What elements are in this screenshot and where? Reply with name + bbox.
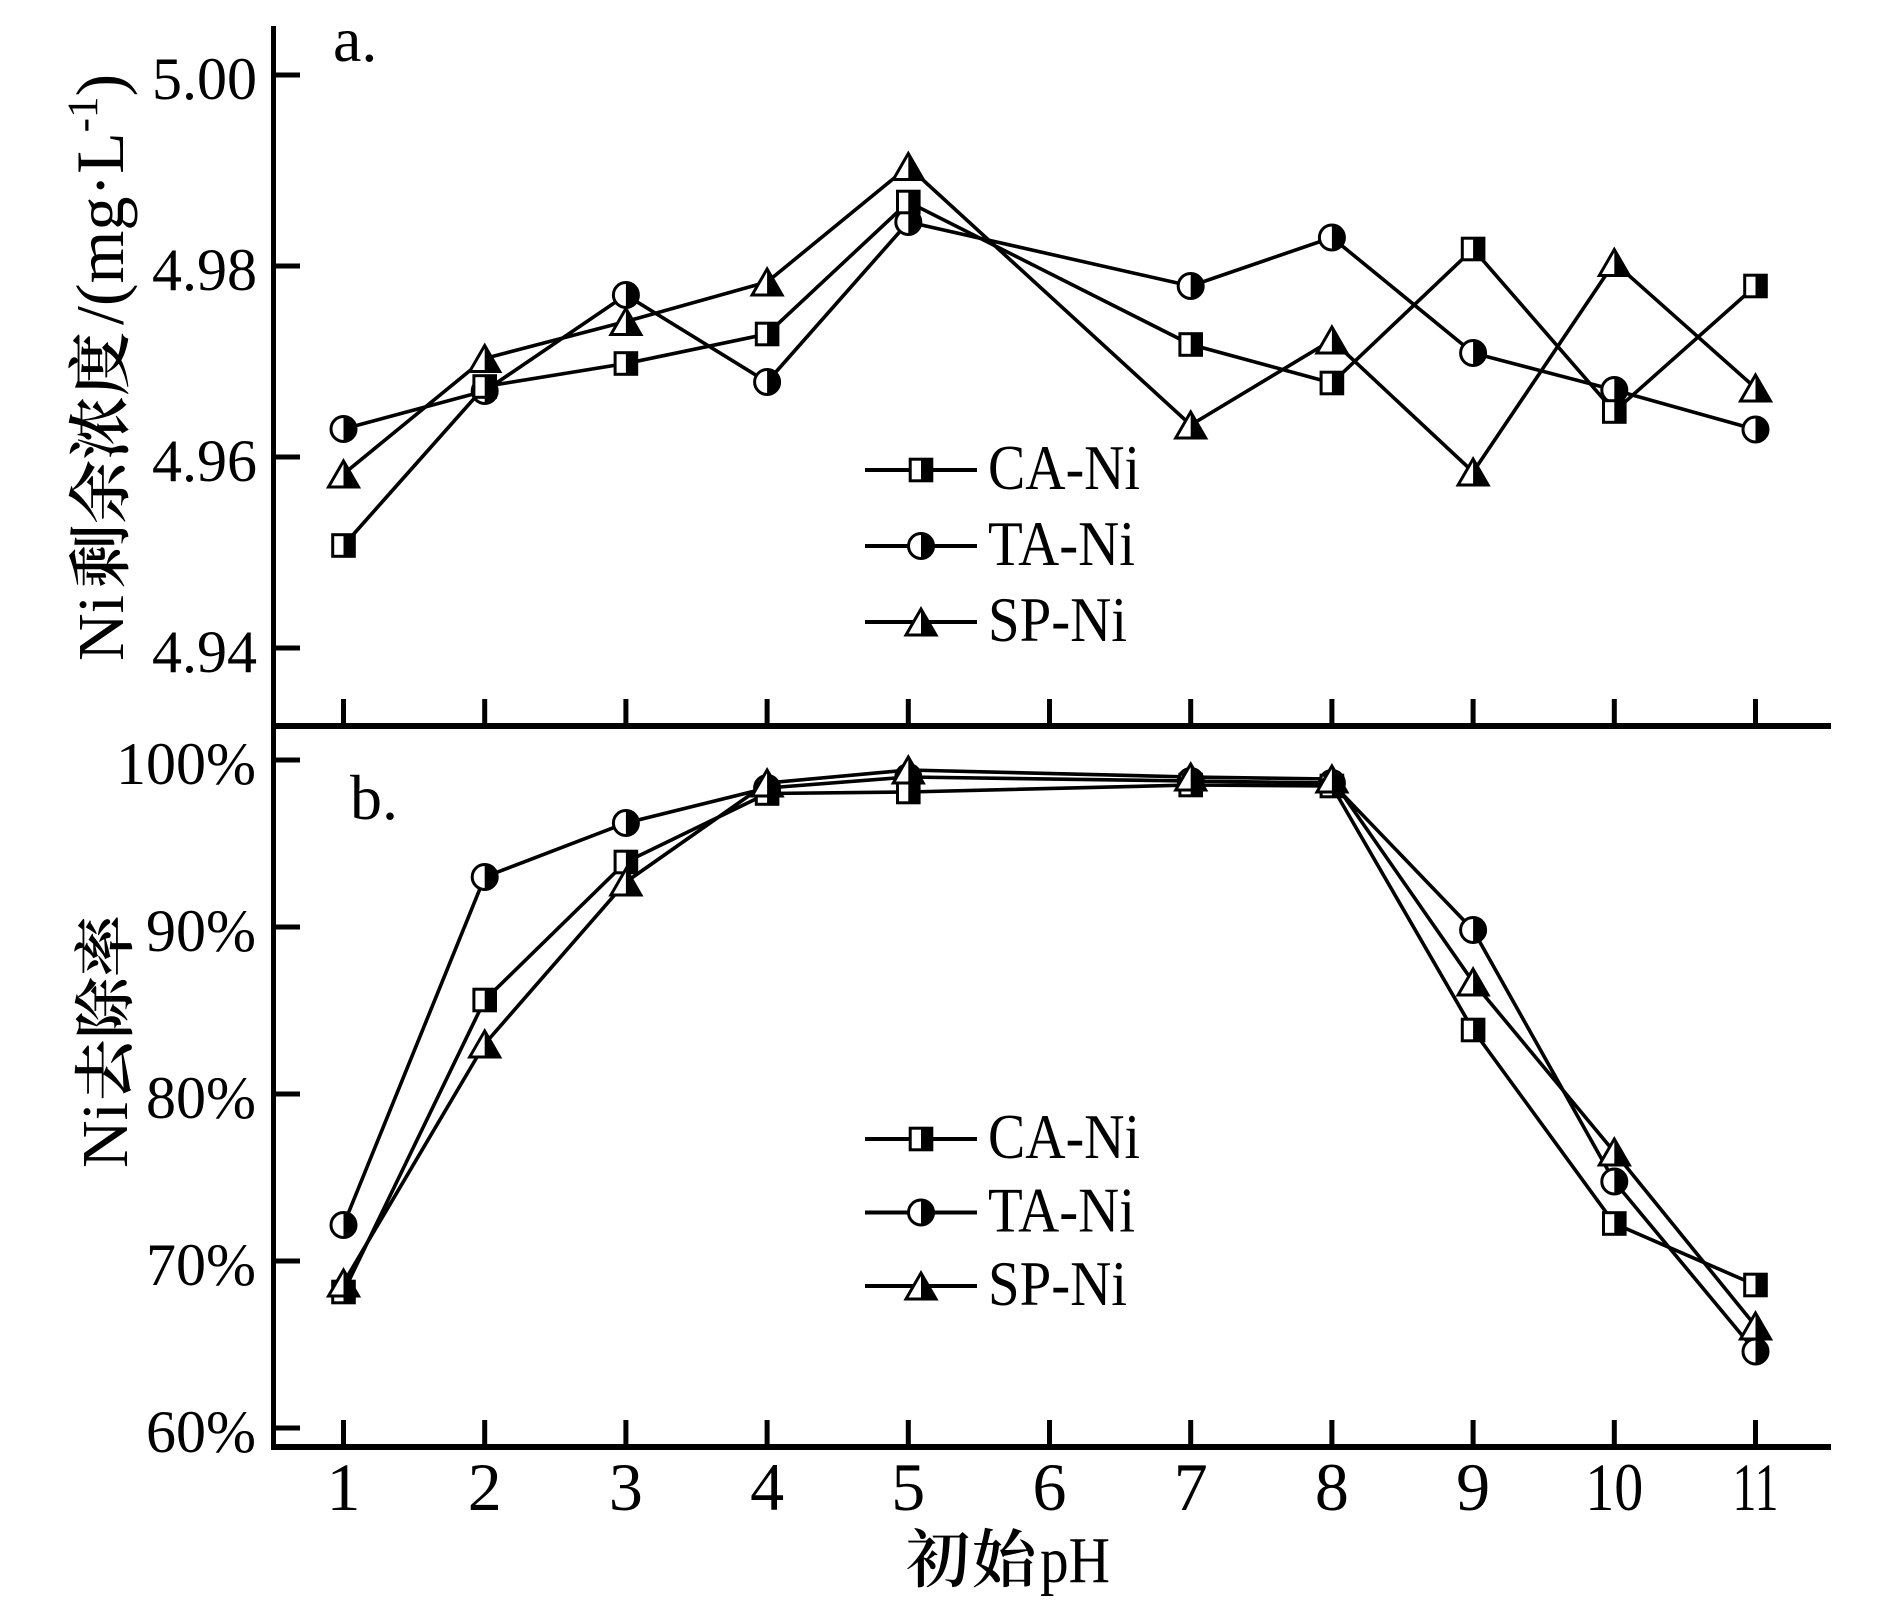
svg-text:Ni: Ni <box>69 1102 142 1168</box>
svg-text:CA-Ni: CA-Ni <box>988 1101 1140 1172</box>
svg-text:1: 1 <box>327 1449 361 1525</box>
svg-text:4.98: 4.98 <box>152 237 257 303</box>
svg-text:SP-Ni: SP-Ni <box>988 584 1127 655</box>
svg-text:TA-Ni: TA-Ni <box>988 508 1135 579</box>
svg-text:70%: 70% <box>146 1232 256 1298</box>
svg-text:4.94: 4.94 <box>152 619 257 685</box>
svg-text:a.: a. <box>333 4 377 75</box>
svg-text:b.: b. <box>350 762 398 833</box>
svg-text:5: 5 <box>891 1449 925 1525</box>
svg-text:7: 7 <box>1174 1449 1208 1525</box>
svg-text:90%: 90% <box>146 898 256 964</box>
svg-text:9: 9 <box>1456 1449 1490 1525</box>
svg-text:/(mg·L-1): /(mg·L-1) <box>60 74 138 325</box>
svg-text:10: 10 <box>1585 1449 1643 1525</box>
svg-text:4: 4 <box>750 1449 784 1525</box>
svg-text:5.00: 5.00 <box>152 46 257 112</box>
svg-text:CA-Ni: CA-Ni <box>988 432 1140 503</box>
svg-text:SP-Ni: SP-Ni <box>988 1248 1127 1319</box>
svg-text:TA-Ni: TA-Ni <box>988 1175 1135 1246</box>
svg-text:100%: 100% <box>116 731 256 797</box>
svg-text:2: 2 <box>468 1449 502 1525</box>
svg-text:11: 11 <box>1733 1449 1779 1525</box>
svg-text:Ni: Ni <box>65 595 138 661</box>
svg-text:3: 3 <box>609 1449 643 1525</box>
svg-text:pH: pH <box>1040 1524 1110 1597</box>
svg-text:80%: 80% <box>146 1065 256 1131</box>
svg-text:4.96: 4.96 <box>152 428 257 494</box>
svg-text:6: 6 <box>1033 1449 1067 1525</box>
svg-text:60%: 60% <box>146 1399 256 1465</box>
svg-text:8: 8 <box>1315 1449 1349 1525</box>
